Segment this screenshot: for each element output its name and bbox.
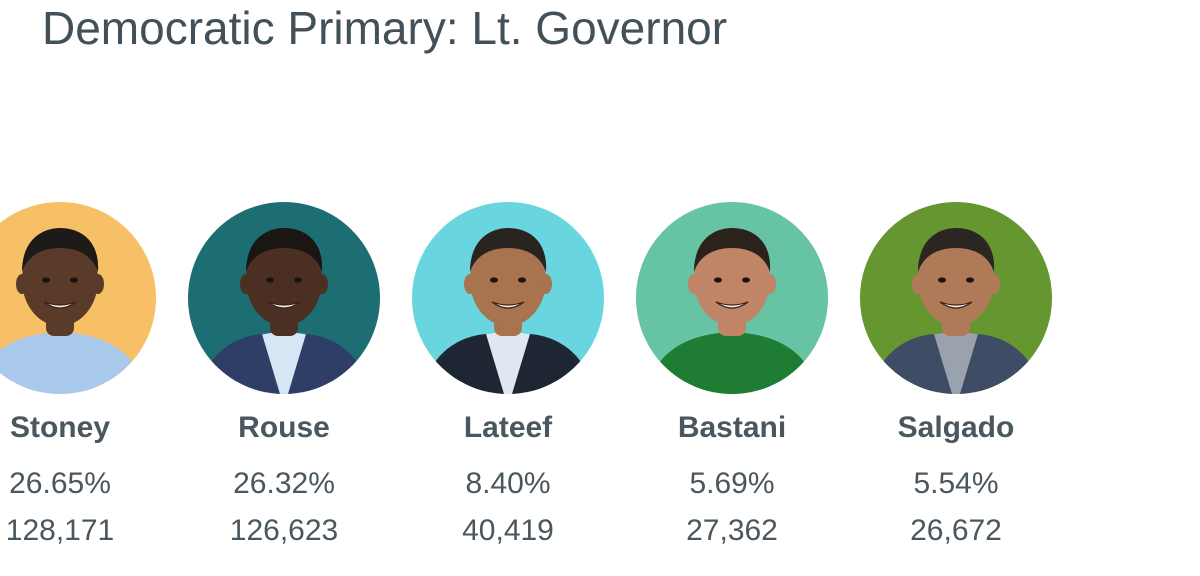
- candidate-name: Rouse: [238, 411, 330, 444]
- head: [694, 234, 770, 326]
- candidate-card-stoney: Stoney 26.65% 128,171: [0, 202, 180, 562]
- candidate-votes: 40,419: [462, 514, 554, 547]
- candidate-percent: 5.69%: [689, 467, 775, 500]
- page-title: Democratic Primary: Lt. Governor: [42, 2, 728, 54]
- candidate-card-rouse: Rouse 26.32% 126,623: [164, 202, 404, 562]
- smile: [267, 301, 301, 309]
- ear-left: [240, 274, 252, 294]
- shirt: [0, 332, 146, 394]
- smile: [491, 301, 525, 309]
- ear-right: [92, 274, 104, 294]
- eye-left: [42, 277, 50, 283]
- ear-right: [988, 274, 1000, 294]
- ear-right: [316, 274, 328, 294]
- ear-left: [16, 274, 28, 294]
- candidate-percent: 8.40%: [465, 467, 551, 500]
- eye-left: [266, 277, 274, 283]
- ear-right: [540, 274, 552, 294]
- candidate-votes: 26,672: [910, 514, 1002, 547]
- eye-right: [742, 277, 750, 283]
- eye-left: [938, 277, 946, 283]
- portrait-illustration: [0, 202, 156, 394]
- eye-left: [714, 277, 722, 283]
- candidate-card-lateef: Lateef 8.40% 40,419: [388, 202, 628, 562]
- head: [246, 234, 322, 326]
- hair: [470, 228, 547, 272]
- head: [22, 234, 98, 326]
- portrait-illustration: [860, 202, 1052, 394]
- hair: [246, 228, 323, 272]
- shirt: [646, 332, 818, 394]
- hair: [918, 228, 995, 272]
- smile: [43, 301, 77, 309]
- candidate-votes: 128,171: [5, 514, 115, 547]
- candidate-percent: 26.65%: [9, 467, 111, 500]
- candidate-votes: 27,362: [686, 514, 778, 547]
- candidate-votes: 126,623: [229, 514, 339, 547]
- candidate-percent: 26.32%: [233, 467, 335, 500]
- candidate-percent: 5.54%: [913, 467, 999, 500]
- hair: [22, 228, 99, 272]
- candidate-photo-stoney: [0, 202, 156, 394]
- smile: [715, 301, 749, 309]
- portrait-illustration: [188, 202, 380, 394]
- candidate-card-salgado: Salgado 5.54% 26,672: [836, 202, 1076, 562]
- candidate-photo-salgado: [860, 202, 1052, 394]
- ear-left: [464, 274, 476, 294]
- eye-right: [70, 277, 78, 283]
- candidate-card-bastani: Bastani 5.69% 27,362: [612, 202, 852, 562]
- candidate-photo-lateef: [412, 202, 604, 394]
- portrait-illustration: [636, 202, 828, 394]
- eye-right: [966, 277, 974, 283]
- candidate-name: Stoney: [9, 411, 111, 444]
- candidate-photo-bastani: [636, 202, 828, 394]
- eye-left: [490, 277, 498, 283]
- hair: [694, 228, 771, 272]
- smile: [939, 301, 973, 309]
- ear-right: [764, 274, 776, 294]
- eye-right: [294, 277, 302, 283]
- ear-left: [912, 274, 924, 294]
- head: [470, 234, 546, 326]
- candidate-name: Salgado: [897, 411, 1015, 444]
- candidate-name: Bastani: [677, 411, 787, 444]
- head: [918, 234, 994, 326]
- ear-left: [688, 274, 700, 294]
- eye-right: [518, 277, 526, 283]
- portrait-illustration: [412, 202, 604, 394]
- candidate-photo-rouse: [188, 202, 380, 394]
- candidate-name: Lateef: [463, 411, 553, 444]
